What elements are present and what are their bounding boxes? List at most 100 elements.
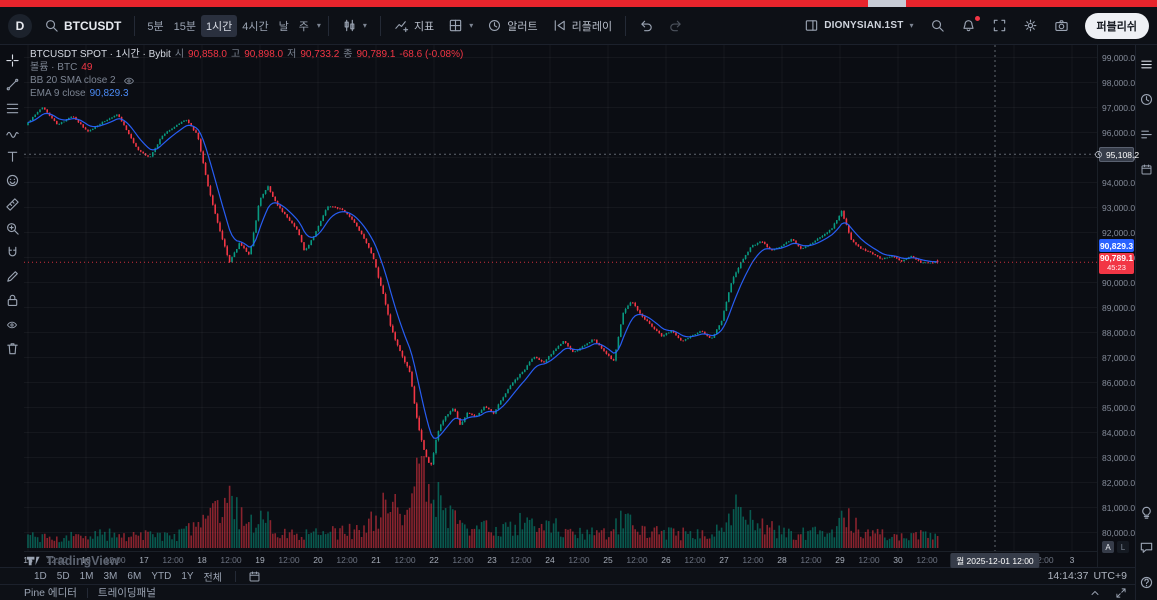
sidebar-alerts-icon[interactable]: [1135, 88, 1157, 111]
clock-timezone-button[interactable]: 14:14:37 UTC+9: [1048, 570, 1127, 582]
time-tick: 12:00: [220, 555, 242, 565]
range-5D[interactable]: 5D: [53, 568, 74, 585]
layout-select-button[interactable]: DIONYSIAN.1ST ▾: [798, 15, 919, 36]
candlestick-chart-canvas[interactable]: [24, 45, 1097, 551]
interval-15분[interactable]: 15분: [169, 15, 201, 37]
notifications-button[interactable]: [955, 15, 982, 36]
crosshair-price-value: 95,108.2: [1105, 149, 1140, 160]
expand-panel-icon[interactable]: [1115, 587, 1127, 599]
time-tick: 12:00: [336, 555, 358, 565]
price-tick: 90,000.0: [1102, 277, 1136, 288]
range-YTD[interactable]: YTD: [147, 568, 175, 585]
replay-label: 리플레이: [571, 20, 613, 33]
search-icon: [930, 18, 945, 33]
indicators-button[interactable]: 지표: [388, 15, 440, 37]
range-1M[interactable]: 1M: [76, 568, 98, 585]
right-sidebar: [1135, 45, 1157, 600]
scale-buttons: A L: [1102, 541, 1129, 553]
price-tick: 98,000.0: [1102, 77, 1136, 88]
quick-search-button[interactable]: [924, 15, 951, 36]
time-tick: 27: [719, 555, 729, 565]
tool-pencil-icon[interactable]: [0, 265, 24, 288]
sidebar-ideas-icon[interactable]: [1135, 501, 1157, 524]
interval-group: 5분 15분 1시간 4시간 날 주: [142, 14, 314, 37]
sidebar-watchlist-icon[interactable]: [1135, 53, 1157, 76]
time-tick: 28: [777, 555, 787, 565]
tool-cursor-icon[interactable]: [0, 49, 24, 72]
tool-trash-icon[interactable]: [0, 337, 24, 360]
sidebar-hotlists-icon[interactable]: [1135, 123, 1157, 146]
chevron-down-icon: ▾: [909, 21, 914, 30]
tool-text-icon[interactable]: [0, 145, 24, 168]
fullscreen-button[interactable]: [986, 15, 1013, 36]
tool-ruler-icon[interactable]: [0, 193, 24, 216]
sidebar-calendar-icon[interactable]: [1135, 158, 1157, 181]
time-tick: 20: [313, 555, 323, 565]
chart-type-button[interactable]: ▾: [336, 15, 373, 36]
tool-fib-retracement-icon[interactable]: [0, 97, 24, 120]
tool-eye-icon[interactable]: [0, 313, 24, 336]
separator: [134, 15, 136, 36]
settings-button[interactable]: [1017, 15, 1044, 36]
snapshot-button[interactable]: [1048, 15, 1075, 36]
layout-icon: [804, 18, 819, 33]
publish-button[interactable]: 퍼블리쉬: [1084, 12, 1149, 39]
interval-날[interactable]: 날: [274, 15, 294, 37]
price-tick: 85,000.0: [1102, 402, 1136, 413]
auto-scale-button[interactable]: A: [1102, 541, 1114, 553]
tool-pattern-icon[interactable]: [0, 121, 24, 144]
redo-icon: [668, 18, 683, 33]
range-전체[interactable]: 전체: [200, 568, 226, 585]
range-3M[interactable]: 3M: [100, 568, 122, 585]
price-tick: 82,000.0: [1102, 477, 1136, 488]
separator: [379, 15, 381, 36]
indicators-icon: [394, 18, 409, 33]
sidebar-help-icon[interactable]: [1135, 571, 1157, 594]
redo-button[interactable]: [662, 15, 689, 36]
tool-emoji-icon[interactable]: [0, 169, 24, 192]
sidebar-chat-icon[interactable]: [1135, 536, 1157, 559]
chevron-down-icon[interactable]: ▾: [316, 21, 321, 30]
interval-1시간[interactable]: 1시간: [200, 14, 238, 37]
time-tick: 12:00: [510, 555, 532, 565]
go-to-date-button[interactable]: [245, 569, 264, 584]
log-scale-button[interactable]: L: [1117, 541, 1129, 553]
tool-lock-icon[interactable]: [0, 289, 24, 312]
indicator-templates-button[interactable]: ▾: [442, 15, 479, 36]
range-button-group: 1D 5D 1M 3M 6M YTD 1Y 전체: [30, 568, 226, 585]
interval-주[interactable]: 주: [294, 15, 314, 37]
alert-button[interactable]: 알러트: [481, 15, 543, 37]
chevron-down-icon: ▾: [469, 21, 474, 30]
bottom-toolbar: 1D 5D 1M 3M 6M YTD 1Y 전체 14:14:37 UTC+9: [0, 567, 1135, 584]
undo-button[interactable]: [633, 15, 660, 36]
price-tick: 87,000.0: [1102, 352, 1136, 363]
time-tick: 29: [835, 555, 845, 565]
chevron-up-icon[interactable]: [1089, 587, 1101, 599]
time-axis[interactable]: 월 2025-12-01 12:00 15 12:00 16 12:00 17 12:00…: [23, 551, 1097, 568]
price-tick: 83,000.0: [1102, 452, 1136, 463]
range-1D[interactable]: 1D: [30, 568, 51, 585]
tool-zoom-in-icon[interactable]: [0, 217, 24, 240]
user-avatar[interactable]: D: [8, 13, 32, 38]
interval-4시간[interactable]: 4시간: [237, 15, 273, 37]
tool-magnet-icon[interactable]: [0, 241, 24, 264]
time-tick: 23: [487, 555, 497, 565]
tool-trend-line-icon[interactable]: [0, 73, 24, 96]
top-red-strip: [0, 0, 1157, 7]
time-tick: 18: [197, 555, 207, 565]
search-icon: [44, 18, 59, 33]
price-axis[interactable]: 95,108.2 90,829.3 90,789.1 45:23 A L 80,…: [1095, 45, 1139, 567]
symbol-search-button[interactable]: BTCUSDT: [38, 15, 127, 36]
range-6M[interactable]: 6M: [123, 568, 145, 585]
time-tick: 12:00: [916, 555, 938, 565]
time-tick: 12:00: [1032, 555, 1054, 565]
time-tick: 16: [81, 555, 91, 565]
replay-button[interactable]: 리플레이: [546, 15, 618, 37]
time-tick: 12:00: [46, 555, 68, 565]
clock-timezone: UTC+9: [1093, 570, 1127, 582]
interval-5분[interactable]: 5분: [142, 15, 168, 37]
time-tick: 12:00: [104, 555, 126, 565]
tab-trading-panel[interactable]: 트레이딩패널: [88, 585, 166, 600]
tab-pine-editor[interactable]: Pine 에디터: [14, 585, 87, 600]
range-1Y[interactable]: 1Y: [177, 568, 197, 585]
